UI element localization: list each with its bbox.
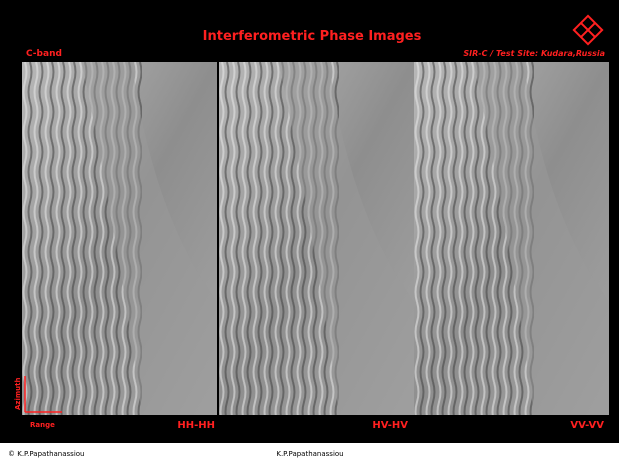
range-label: Range: [30, 421, 55, 429]
phase-image: [414, 62, 609, 415]
panel-label: VV-VV: [570, 420, 604, 431]
azimuth-label: Azimuth: [14, 377, 22, 410]
slide: Interferometric Phase Images C-band SIR-…: [0, 0, 619, 461]
panel-label: HV-HV: [372, 420, 408, 431]
footer-center: K.P.Papathanassiou: [276, 450, 343, 458]
band-label: C-band: [26, 49, 62, 59]
site-label: SIR-C / Test Site: Kudara,Russia: [463, 49, 605, 58]
copyright: © K.P.Papathanassiou: [8, 450, 84, 458]
phase-image: [219, 62, 414, 415]
panel-label: HH-HH: [177, 420, 215, 431]
phase-image: [22, 62, 217, 415]
title: Interferometric Phase Images: [203, 29, 422, 44]
